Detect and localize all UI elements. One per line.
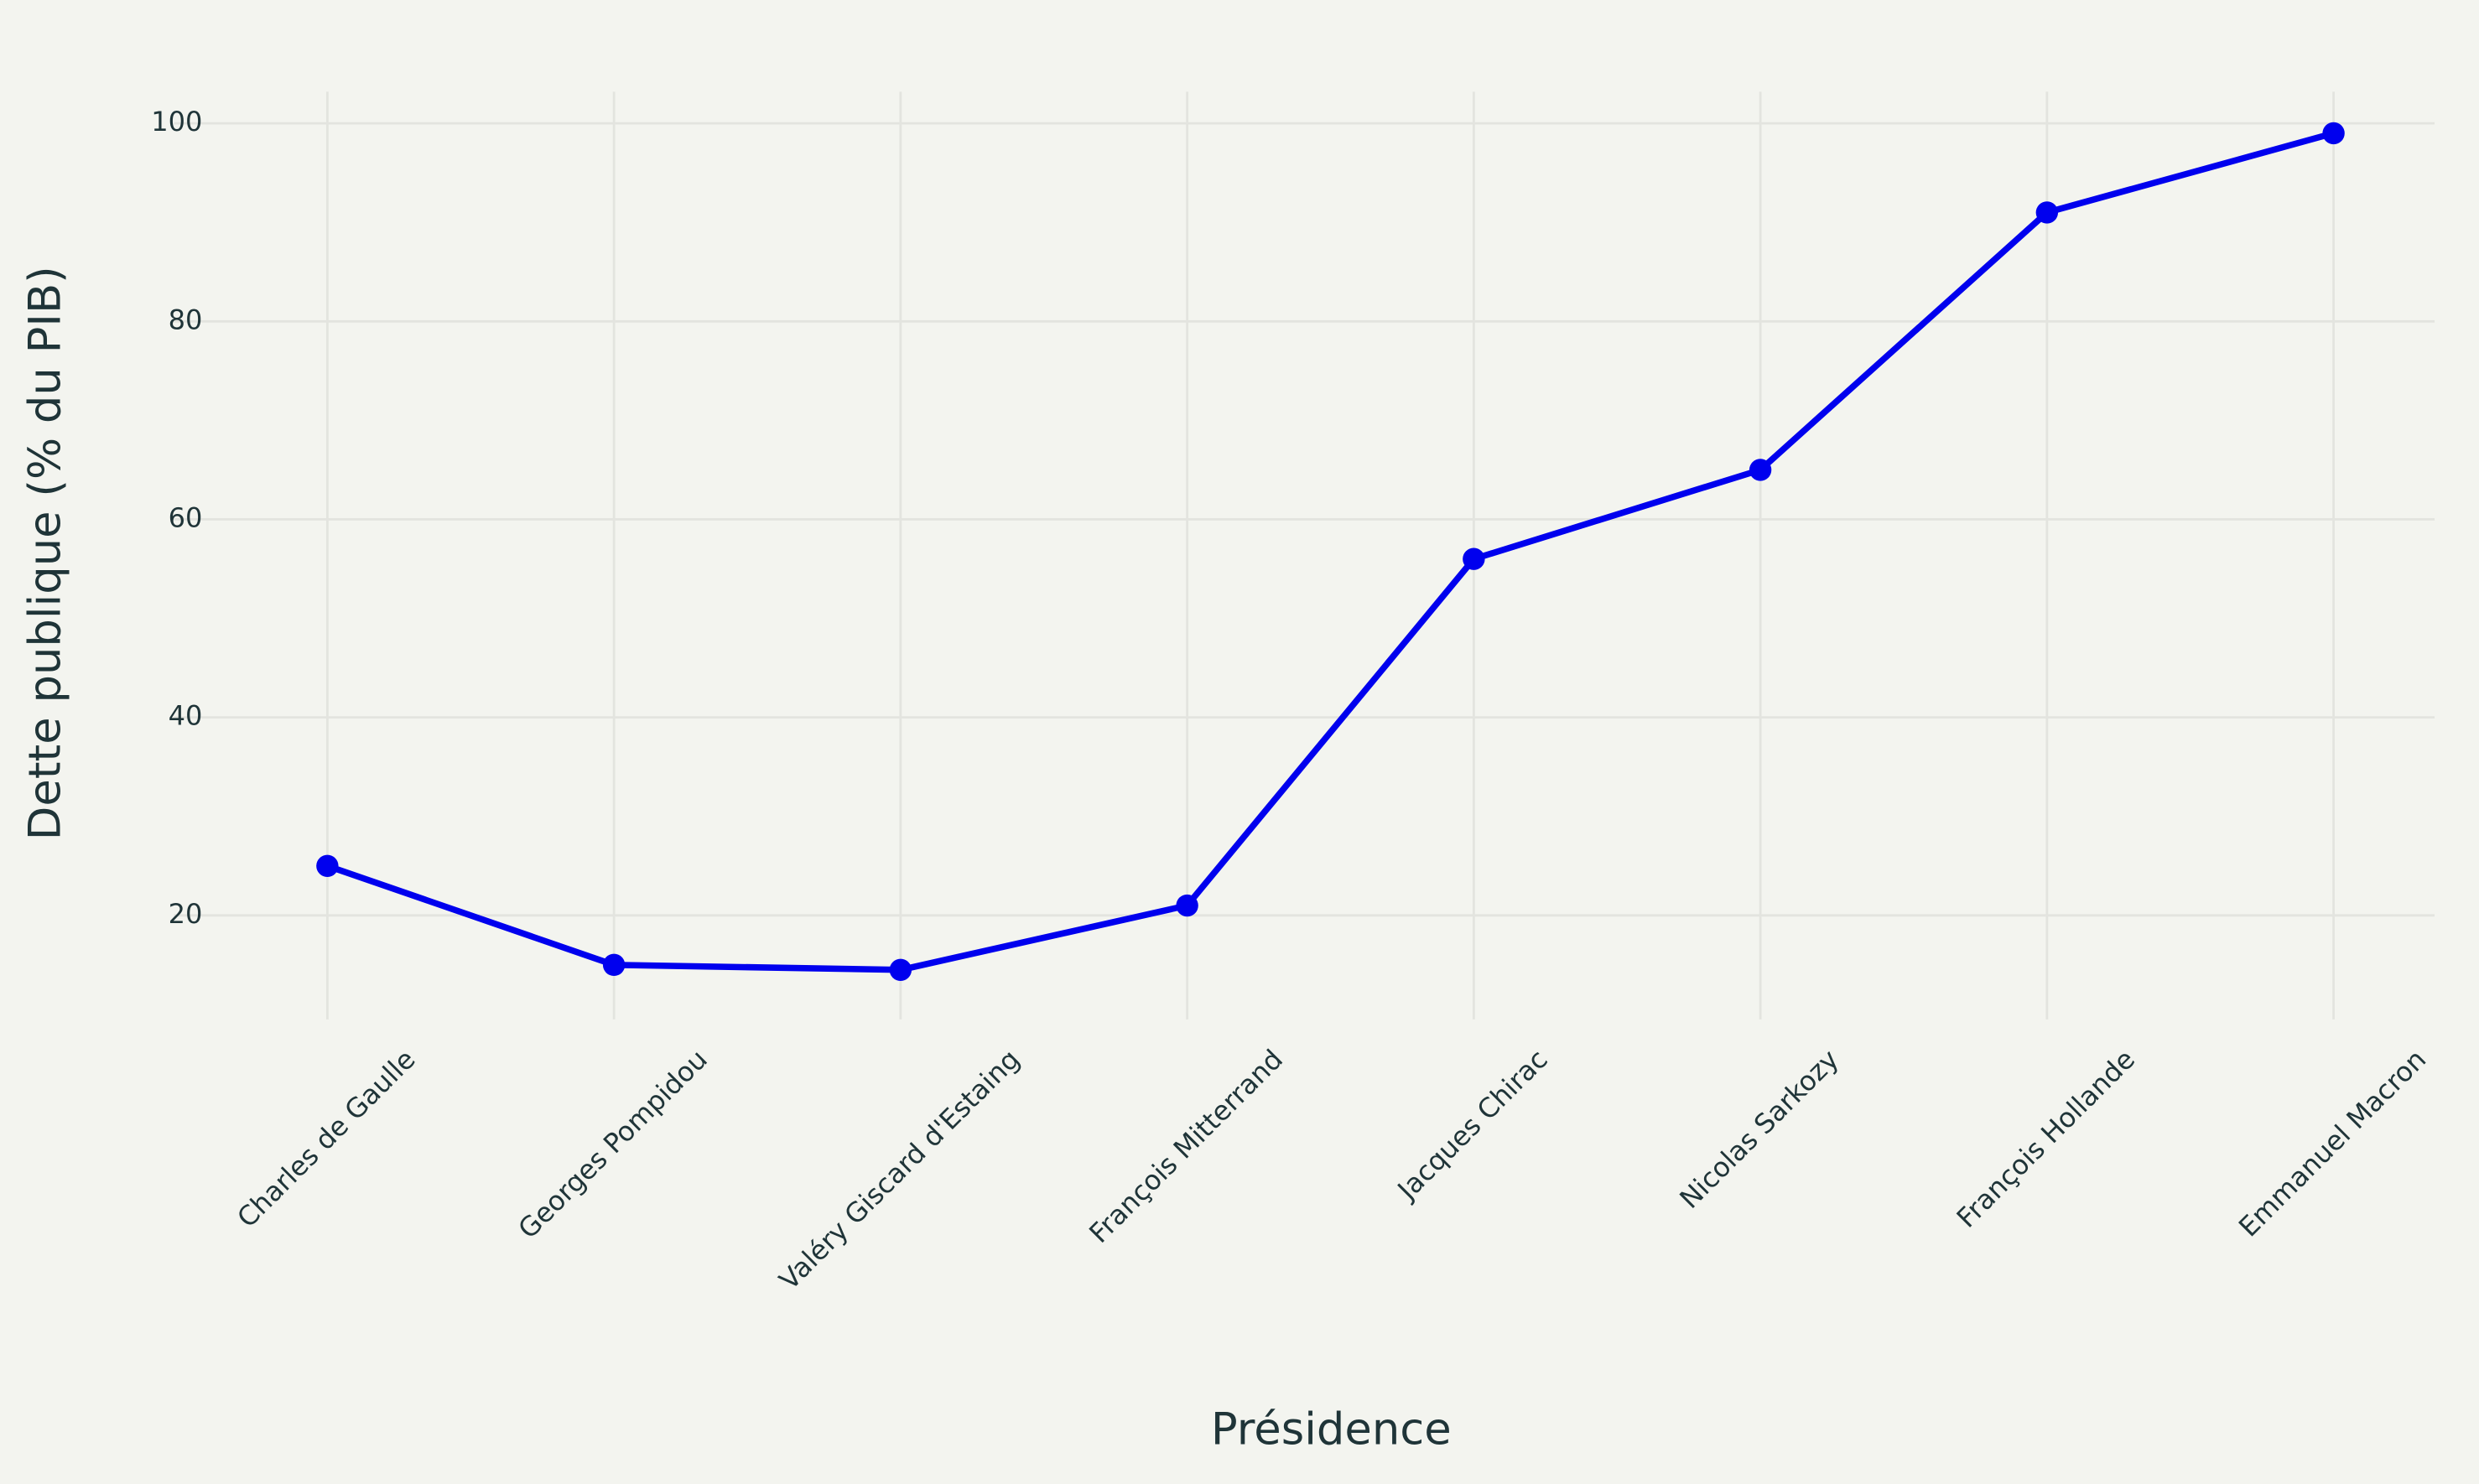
y-tick-label: 40 — [169, 700, 203, 732]
point — [889, 958, 912, 981]
x-axis-title: Présidence — [1211, 1404, 1452, 1455]
point — [1176, 894, 1198, 917]
point — [1749, 459, 1772, 481]
point — [1463, 547, 1485, 570]
y-tick-label: 60 — [169, 501, 203, 533]
point — [2035, 201, 2059, 224]
y-axis-title: Dette publique (% du PIB) — [19, 266, 70, 840]
point — [602, 953, 626, 977]
y-tick-label: 20 — [169, 898, 203, 930]
point — [2322, 122, 2345, 145]
y-tick-label: 100 — [151, 106, 202, 138]
point — [316, 854, 339, 877]
line — [326, 130, 2335, 973]
y-tick-label: 80 — [169, 304, 203, 335]
